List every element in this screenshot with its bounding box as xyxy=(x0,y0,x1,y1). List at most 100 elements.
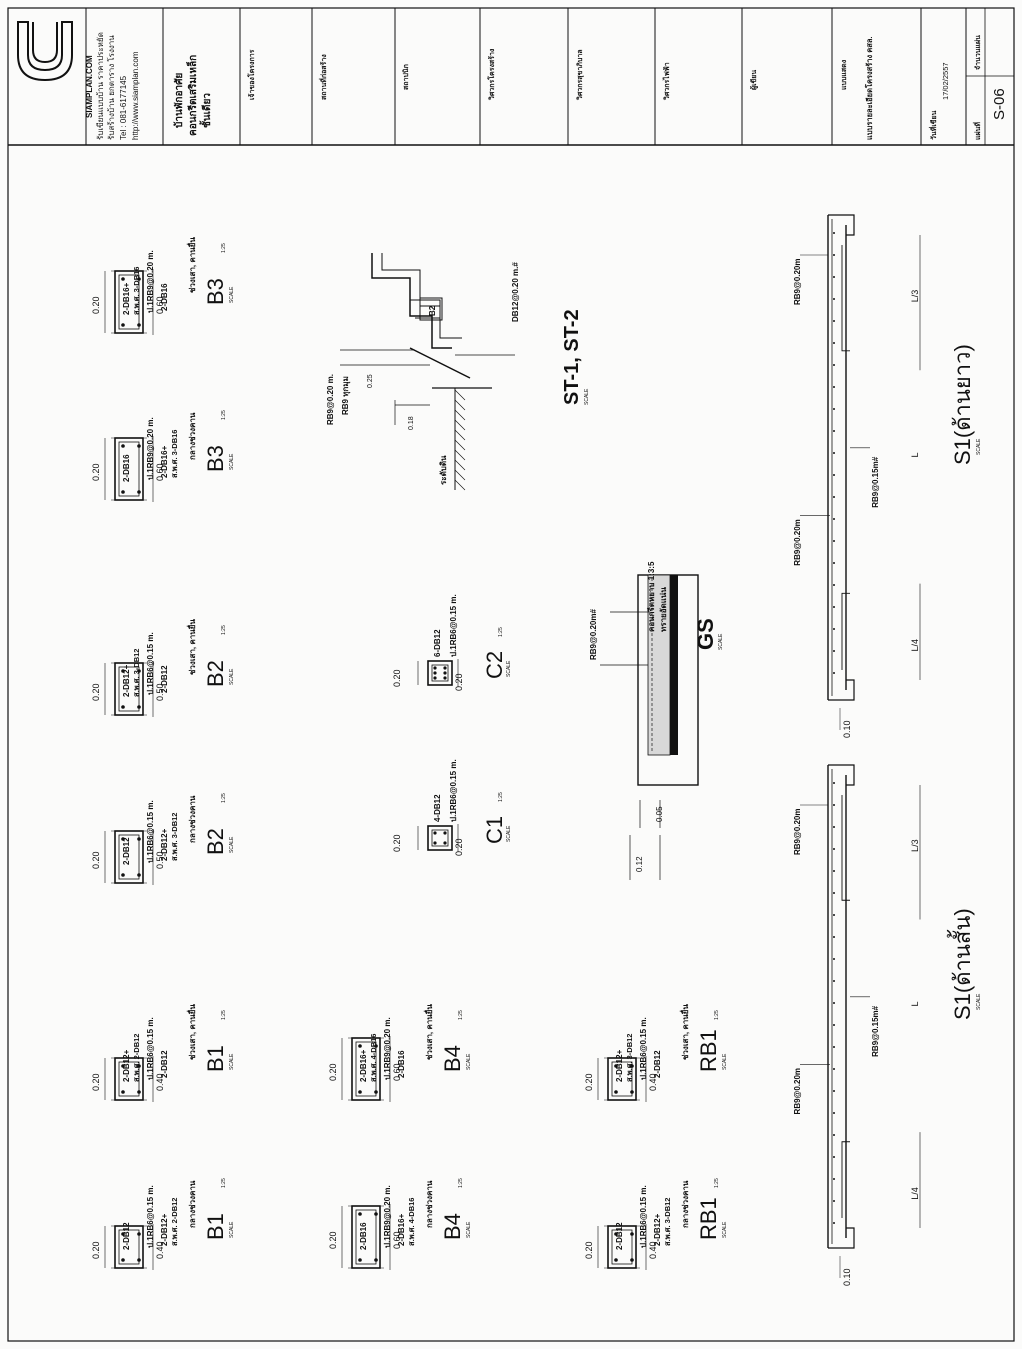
beam-bottom-bar: 2-DB12+ xyxy=(160,1213,169,1246)
slab-rebar-dot xyxy=(833,518,835,520)
rebar-dot xyxy=(121,490,125,494)
beam-section-b3a: 0.20 0.60 2-DB16 ป.1RB9@0.20 m. 2-DB16+ ส.พ.ศ… xyxy=(91,410,235,502)
slab-rebar-dot xyxy=(833,1002,835,1004)
slab-rebar-dot xyxy=(833,672,835,674)
beam-top-bar: 2-DB12 xyxy=(122,1222,131,1250)
label-sheet-no: แผ่นที่ xyxy=(972,122,982,140)
label-architect: สถาปนิก xyxy=(402,64,410,90)
slab-rebar-dot xyxy=(833,1222,835,1224)
beam-top-bar: 2-DB16+ xyxy=(359,1049,368,1082)
slab-dim-l: L xyxy=(910,452,920,457)
beam-top-bar: 2-DB12 xyxy=(615,1222,624,1250)
beam-bottom-bar: 2-DB16 xyxy=(160,283,169,311)
slab-label-mesh: RB9@0.15m# xyxy=(871,1005,880,1056)
beam-bottom-bar: 2-DB12 xyxy=(160,665,169,693)
rebar-dot xyxy=(374,1212,378,1216)
label-date: วันที่เขียน xyxy=(928,110,938,140)
label-sheet-count: จำนวนแผ่น xyxy=(974,35,982,70)
beam-section-b2b: 0.20 0.50 2-DB12+ ส.พ.ศ. 3-DB12 ป.1RB6@0.15 … xyxy=(91,619,235,717)
beam-top-extra: ส.พ.ศ. 3-DB12 xyxy=(132,649,141,697)
slab-rebar-dot xyxy=(833,452,835,454)
stair-label-ground: ระดับดิน xyxy=(439,455,448,485)
slab-rebar-dot xyxy=(833,408,835,410)
label-owner: เจ้าของโครงการ xyxy=(247,49,256,100)
sheet-border xyxy=(7,7,1015,1342)
rebar-dot xyxy=(137,1090,141,1094)
stair-label-rb9: RB9@0.20 m. xyxy=(326,374,335,425)
beam-stirrup-label: ป.1RB9@0.20 m. xyxy=(146,250,155,313)
beam-width-dim: 0.60 xyxy=(392,1063,402,1081)
stair-profile-upper xyxy=(371,253,452,349)
rebar-dot xyxy=(121,1232,125,1236)
rebar-dot xyxy=(433,666,437,670)
slab-scale-word: SCALE xyxy=(976,993,982,1010)
column-scale: 1:25 xyxy=(498,627,504,637)
slab-rebar-dot xyxy=(833,254,835,256)
beam-stirrup xyxy=(118,1061,140,1097)
slab-label-mesh: RB9@0.15m# xyxy=(871,456,880,507)
beam-scale-word: SCALE xyxy=(229,453,235,470)
beam-title: B2 xyxy=(203,660,228,687)
beam-scale: 1:25 xyxy=(458,1010,464,1020)
column-width-dim: 0.20 xyxy=(454,838,464,856)
slab-rebar-dot xyxy=(833,892,835,894)
logo-text: SIAMPLAN.COM xyxy=(85,55,94,118)
stair-detail: RB9@0.20 m. RB9 ทุกมุม 0.25 0.18 B2 DB12… xyxy=(326,253,590,491)
beam-stirrup xyxy=(118,666,140,712)
beam-stirrup-label: ป.1RB6@0.15 m. xyxy=(639,1185,648,1248)
rebar-dot xyxy=(121,277,125,281)
slab-rebar-dot xyxy=(833,386,835,388)
rebar-dot xyxy=(433,671,437,675)
column-tie-label: ป.1RB6@0.15 m. xyxy=(449,594,458,657)
slab-rebar-dot xyxy=(833,496,835,498)
rebar-dot xyxy=(137,1258,141,1262)
slab-rebar-dot xyxy=(833,232,835,234)
slab-label-rb9-end: RB9@0.20m xyxy=(793,809,802,856)
column-scale-word: SCALE xyxy=(506,825,512,842)
company-line2: รับสร้างบ้าน ยกตาราง โรงงาน xyxy=(106,35,116,140)
rebar-dot xyxy=(433,676,437,680)
beam-width-dim: 0.40 xyxy=(648,1073,658,1091)
beam-width-dim: 0.40 xyxy=(155,1241,165,1259)
slab-rebar-dot xyxy=(833,958,835,960)
rebar-dot xyxy=(137,444,141,448)
label-drawing-type: แบบแสดง xyxy=(841,59,848,90)
slab-dim-l4: L/4 xyxy=(910,639,920,652)
rebar-dot xyxy=(121,873,125,877)
siamplan-logo xyxy=(17,21,73,82)
column-main-bar: 4-DB12 xyxy=(433,794,442,822)
slab-rebar-dot xyxy=(833,540,835,542)
project-name-line3: ชั้นเดียว xyxy=(199,93,213,128)
beam-stirrup-label: ป.1RB6@0.15 m. xyxy=(146,632,155,695)
slab-dim-l4: L/4 xyxy=(910,1187,920,1200)
slab-rebar-dot xyxy=(833,980,835,982)
beam-location-label: ช่วงเสา, คานยื่น xyxy=(679,1004,690,1060)
beam-bottom-bar: 2-DB16+ xyxy=(397,1213,406,1246)
beam-scale: 1:25 xyxy=(221,410,227,420)
column-main-bar: 6-DB12 xyxy=(433,629,442,657)
slab-sections: RB9@0.20m RB9@0.20m RB9@0.15m# L/3 L L/4 0.10 S… xyxy=(793,214,982,1286)
stair-tread-dim: 0.18 xyxy=(408,416,415,430)
rebar-dot xyxy=(443,841,447,845)
gs-label-mesh: RB9@0.20m# xyxy=(589,609,598,660)
project-name-line2: คอนกรีตเสริมเหล็ก xyxy=(185,55,199,136)
stair-scale-word: SCALE xyxy=(584,388,590,405)
slab-rebar-dot xyxy=(833,1090,835,1092)
slab-dim-l3: L/3 xyxy=(910,290,920,303)
slab-rebar-dot xyxy=(833,276,835,278)
rebar-dot xyxy=(614,1258,618,1262)
rebar-dot xyxy=(137,1064,141,1068)
column-tie-label: ป.1RB6@0.15 m. xyxy=(449,759,458,822)
beam-top-bar: 2-DB12+ xyxy=(122,1049,131,1082)
slab-dim-thickness: 0.10 xyxy=(842,720,852,738)
company-line1: รับเขียนแบบบ้าน ราคาประหยัด xyxy=(96,32,105,140)
rebar-dot xyxy=(358,1258,362,1262)
slab-rebar-dot xyxy=(833,474,835,476)
beam-section-rb1a: 0.20 0.40 2-DB12 ป.1RB6@0.15 m. 2-DB12+ ส.พ.ศ… xyxy=(584,1178,728,1270)
slab-rebar-dot xyxy=(833,1134,835,1136)
rebar-dot xyxy=(137,277,141,281)
stair-rise-dim: 0.25 xyxy=(367,374,374,388)
beam-bottom-extra: ส.พ.ศ. 4-DB16 xyxy=(407,1198,416,1246)
slab-slab-long: RB9@0.20m RB9@0.20m RB9@0.15m# L/3 L L/4 0.10 S… xyxy=(793,214,982,738)
beam-location-label: กลางช่วงคาน xyxy=(188,1180,197,1228)
